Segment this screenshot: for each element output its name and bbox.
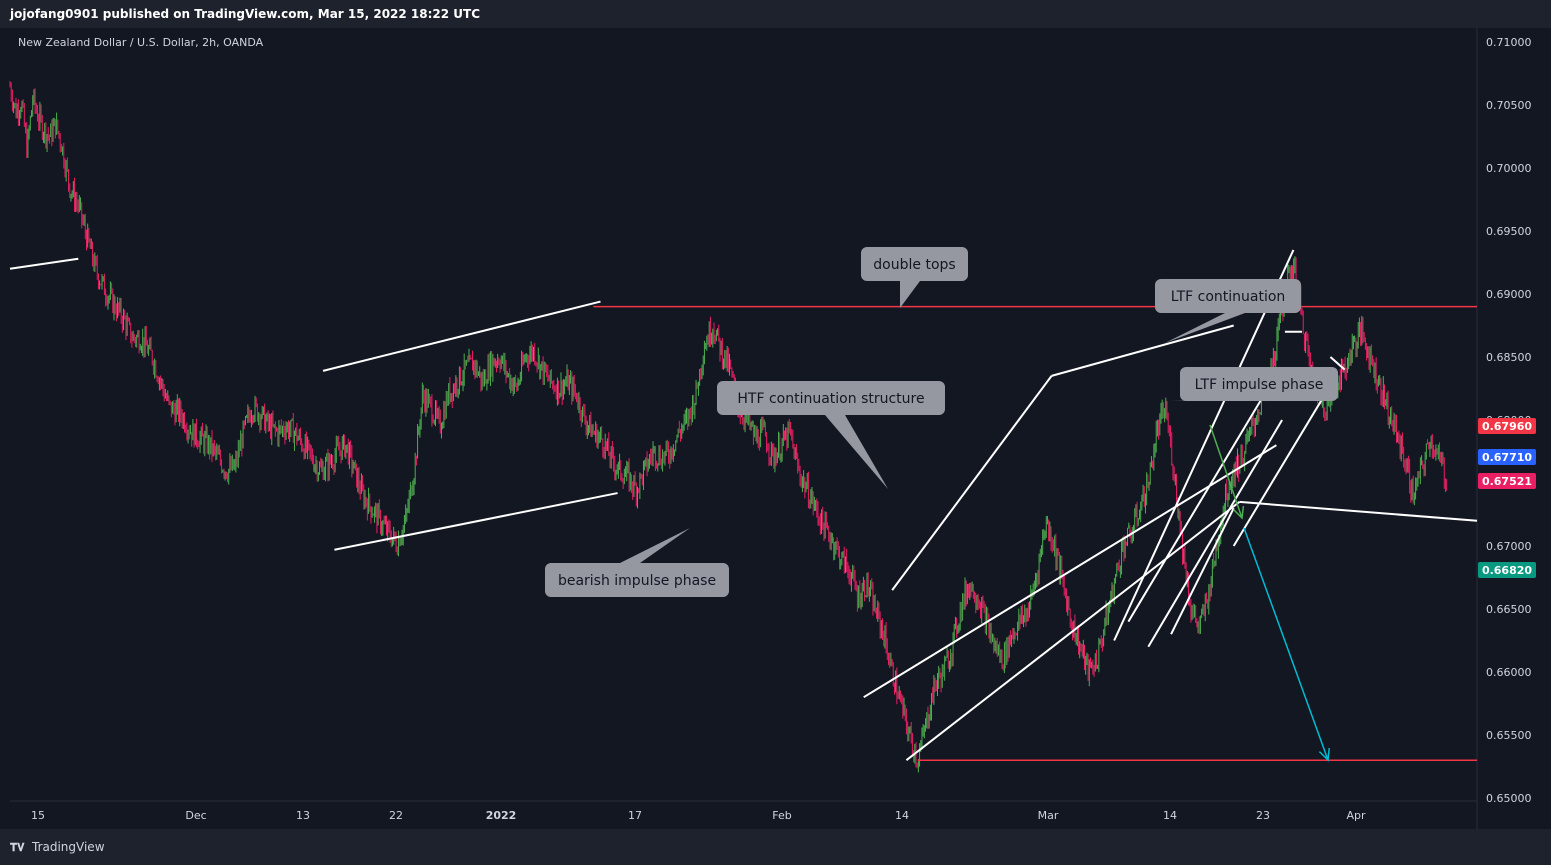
price-label-text: 0.67521 xyxy=(1482,475,1532,488)
projection-arrow xyxy=(1209,424,1243,519)
trend-line xyxy=(1051,324,1234,377)
time-axis[interactable]: 15 Dec 13 22 2022 17 Feb 14 Mar 14 23 Apr xyxy=(31,809,1366,822)
y-tick-label: 0.67000 xyxy=(1486,540,1532,553)
trend-line xyxy=(1147,419,1283,648)
projection-arrow xyxy=(1243,527,1329,761)
x-tick-label: Feb xyxy=(772,809,791,822)
y-tick-label: 0.65000 xyxy=(1486,792,1532,805)
price-label-badge xyxy=(1478,473,1536,489)
x-tick-label: 17 xyxy=(628,809,642,822)
y-tick-label: 0.66000 xyxy=(1486,666,1532,679)
x-tick-label: 15 xyxy=(31,809,45,822)
trend-line xyxy=(863,444,1277,699)
chart-title: New Zealand Dollar / U.S. Dollar, 2h, OA… xyxy=(18,36,264,49)
arrow-head-icon xyxy=(1318,747,1330,762)
callout-pointer xyxy=(900,281,920,308)
callout-text: LTF continuation xyxy=(1171,289,1286,305)
price-labels: 0.67960 0.67710 0.67521 0.66820 xyxy=(1478,418,1536,578)
y-tick-label: 0.68500 xyxy=(1486,351,1532,364)
callout-box xyxy=(717,381,945,415)
y-tick-label: 0.66500 xyxy=(1486,603,1532,616)
y-tick-label: 0.70500 xyxy=(1486,99,1532,112)
x-tick-label: Dec xyxy=(185,809,206,822)
trend-line xyxy=(1170,507,1235,635)
trend-line xyxy=(1329,356,1346,371)
publish-header: jojofang0901 published on TradingView.co… xyxy=(0,0,1551,28)
y-tick-label: 0.65500 xyxy=(1486,729,1532,742)
callout-pointer xyxy=(620,528,690,563)
y-tick-label: 0.69500 xyxy=(1486,225,1532,238)
x-tick-label: 22 xyxy=(389,809,403,822)
trend-line xyxy=(905,501,1240,761)
price-label-badge xyxy=(1478,562,1536,578)
trend-line xyxy=(1239,500,1478,522)
callout-text: LTF impulse phase xyxy=(1195,377,1324,393)
publish-info: jojofang0901 published on TradingView.co… xyxy=(10,7,481,21)
x-tick-label: Mar xyxy=(1038,809,1059,822)
price-label-text: 0.67710 xyxy=(1482,451,1532,464)
x-tick-label: 14 xyxy=(1163,809,1177,822)
x-tick-label: 13 xyxy=(296,809,310,822)
y-tick-label: 0.71000 xyxy=(1486,36,1532,49)
y-tick-label: 0.70000 xyxy=(1486,162,1532,175)
x-tick-label: 14 xyxy=(895,809,909,822)
trend-line xyxy=(1232,394,1326,547)
price-label-badge xyxy=(1478,418,1536,434)
callout-pointer xyxy=(825,415,888,489)
y-tick-label: 0.69000 xyxy=(1486,288,1532,301)
callout-pointer xyxy=(1165,313,1245,343)
x-tick-label: 23 xyxy=(1256,809,1270,822)
callout-text: HTF continuation structure xyxy=(737,391,924,407)
price-label-text: 0.67960 xyxy=(1482,420,1532,433)
callout-box xyxy=(861,247,968,281)
x-tick-label: 2022 xyxy=(486,809,517,822)
brand-label: TradingView xyxy=(32,840,105,854)
callout-text: double tops xyxy=(873,257,955,273)
price-chart[interactable]: 0.71000 0.70500 0.70000 0.69500 0.69000 0.685… xyxy=(0,0,1551,829)
arrow-head-icon xyxy=(1233,505,1245,520)
chart-background xyxy=(0,28,1551,829)
callouts: double tops LTF continuation LTF impulse p… xyxy=(545,247,1338,597)
tradingview-logo-icon: 𝐓𝐕 xyxy=(10,841,25,854)
trend-line xyxy=(1127,387,1269,623)
trend-line xyxy=(1113,249,1295,641)
trend-line xyxy=(9,257,79,270)
callout-box xyxy=(1155,279,1301,313)
x-tick-label: Apr xyxy=(1346,809,1366,822)
price-label-badge xyxy=(1478,449,1536,465)
price-label-text: 0.66820 xyxy=(1482,564,1532,577)
trend-line xyxy=(334,492,618,551)
trend-line xyxy=(891,375,1053,591)
callout-text: bearish impulse phase xyxy=(558,573,716,589)
callout-box xyxy=(545,563,729,597)
callout-box xyxy=(1180,367,1338,401)
trend-line xyxy=(322,300,601,372)
footer: 𝐓𝐕 TradingView xyxy=(0,829,1551,865)
drawings xyxy=(9,249,1478,762)
